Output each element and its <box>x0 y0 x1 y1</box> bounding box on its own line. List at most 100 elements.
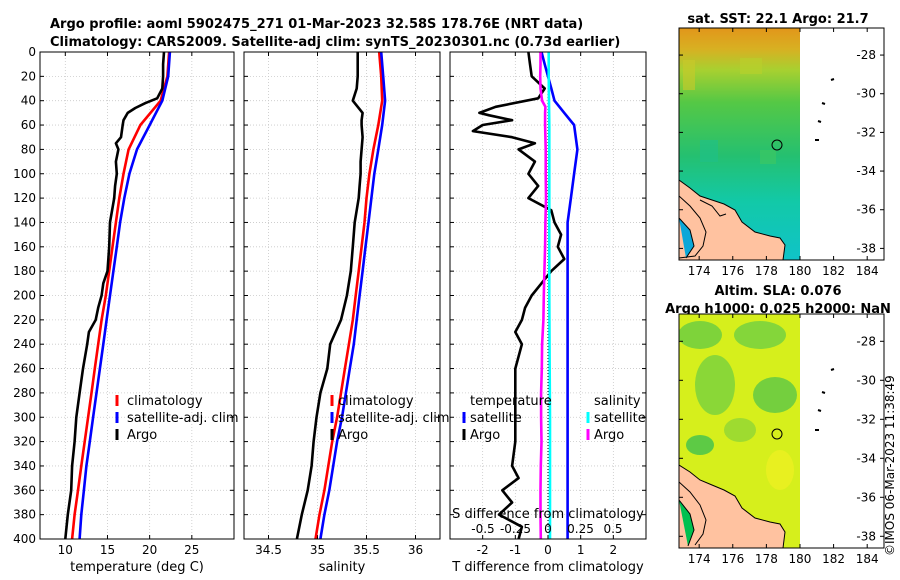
sla-lat-ticks: -28 -30 -32 -34 -36 -38 <box>679 334 884 543</box>
sla-bathymetry <box>679 499 695 547</box>
sla-lon-ticks: 174 176 178 180 182 184 <box>688 314 879 566</box>
sst-lon-tick-label: 184 <box>856 264 879 278</box>
depth-tick-label: 100 <box>13 167 36 181</box>
sla-islands <box>815 368 835 431</box>
sla-lon-tick-label: 182 <box>822 552 845 566</box>
depth-tick-label: 400 <box>13 532 36 546</box>
difference-secondary-tick-label: 0.25 <box>567 522 594 536</box>
sst-field-patch <box>740 58 762 74</box>
difference-panel: -2 -1 0 1 2 T difference from climatology S … <box>449 51 647 575</box>
sst-field <box>679 28 800 260</box>
diff-series-temperature-argo <box>471 51 566 540</box>
depth-tick-label: 40 <box>21 94 36 108</box>
diff-xtick-label: 2 <box>610 543 618 557</box>
sla-land <box>679 464 786 548</box>
sla-lat-tick-label: -28 <box>856 334 876 348</box>
diff-series-salinity-argo <box>538 52 548 540</box>
temperature-panel: 10 15 20 25 0 20 40 60 80 100 120 140 160 180 200 220 2… <box>13 45 239 575</box>
sla-lon-tick-label: 184 <box>856 552 879 566</box>
timestamp-watermark: ©IMOS 06-Mar-2023 11:38:49 <box>883 375 897 556</box>
salinity-legend: climatology satellite-adj. clim Argo <box>330 394 450 443</box>
sst-map-frame <box>678 27 885 261</box>
depth-tick-label: 380 <box>13 508 36 522</box>
sla-blob <box>753 377 797 413</box>
sla-lon-tick-label: 180 <box>789 552 812 566</box>
diff-series-salinity-satellite <box>547 52 552 539</box>
difference-lines <box>471 51 579 540</box>
depth-tick-label: 160 <box>13 240 36 254</box>
sal-xtick-label: 35.5 <box>353 543 380 557</box>
sst-land <box>679 179 786 260</box>
salinity-legend-satellite: satellite-adj. clim <box>338 411 450 426</box>
temperature-legend-climatology: climatology <box>127 394 203 409</box>
difference-legend-temperature-title: temperature <box>470 394 552 409</box>
salinity-legend-climatology: climatology <box>338 394 414 409</box>
temperature-legend-argo: Argo <box>127 428 157 443</box>
difference-secondary-tick-label: -0.5 <box>471 522 494 536</box>
figure-subtitle: Climatology: CARS2009. Satellite-adj cli… <box>50 35 620 50</box>
temp-xtick-label: 20 <box>142 543 157 557</box>
diff-xtick-label: 1 <box>577 543 585 557</box>
sal-series-argo <box>295 52 364 540</box>
difference-legend: temperature satellite Argo salinity sate… <box>462 394 646 443</box>
difference-xlabel: T difference from climatology <box>451 560 644 575</box>
temp-series-climatology <box>70 51 171 540</box>
sla-blob <box>695 355 735 415</box>
depth-tick-label: 220 <box>13 313 36 327</box>
depth-tick-label: 340 <box>13 459 36 473</box>
temp-xtick-label: 15 <box>100 543 115 557</box>
sst-field-patch <box>683 60 695 90</box>
difference-legend-sal-argo: Argo <box>594 428 624 443</box>
sst-field-patch <box>760 150 776 164</box>
sst-map-title: sat. SST: 22.1 Argo: 21.7 <box>687 12 868 27</box>
difference-xticks: -2 -1 0 1 2 <box>477 52 617 557</box>
sst-islands <box>815 78 835 141</box>
sal-xtick-label: 34.5 <box>255 543 282 557</box>
depth-tick-label: 320 <box>13 435 36 449</box>
difference-frame <box>449 51 647 540</box>
temperature-frame <box>39 51 235 540</box>
depth-tick-label: 120 <box>13 191 36 205</box>
sst-coastline <box>679 195 707 259</box>
sal-xtick-label: 36 <box>408 543 423 557</box>
depth-tick-label: 260 <box>13 362 36 376</box>
sst-lat-tick-label: -28 <box>856 48 876 62</box>
sla-lat-tick-label: -36 <box>856 490 876 504</box>
sla-lon-tick-label: 178 <box>755 552 778 566</box>
sst-lat-tick-label: -34 <box>856 164 876 178</box>
salinity-legend-argo: Argo <box>338 428 368 443</box>
sst-lon-tick-label: 182 <box>822 264 845 278</box>
depth-tick-label: 80 <box>21 142 36 156</box>
temperature-legend: climatology satellite-adj. clim Argo <box>115 394 239 443</box>
depth-tick-label: 140 <box>13 215 36 229</box>
temperature-legend-satellite: satellite-adj. clim <box>127 411 239 426</box>
depth-tick-label: 240 <box>13 337 36 351</box>
diff-xtick-label: -2 <box>477 543 489 557</box>
difference-legend-sal-satellite: satellite <box>594 411 646 426</box>
sla-map-frame <box>678 313 885 549</box>
difference-secondary-tick-label: 0 <box>544 522 552 536</box>
sla-lat-tick-label: -38 <box>856 529 876 543</box>
sla-profile-marker <box>771 428 783 440</box>
difference-secondary-tick-label: 0.5 <box>603 522 622 536</box>
depth-tick-label: 0 <box>28 45 36 59</box>
depth-tick-label: 360 <box>13 483 36 497</box>
sst-profile-marker <box>771 139 783 151</box>
sla-coastline <box>679 481 707 546</box>
sst-lat-tick-label: -32 <box>856 125 876 139</box>
sla-map: Altim. SLA: 0.076 Argo h1000: 0.025 h200… <box>665 284 891 566</box>
temp-series-argo <box>64 51 166 540</box>
difference-legend-temp-argo: Argo <box>470 428 500 443</box>
figure-title: Argo profile: aoml 5902475_271 01-Mar-20… <box>50 17 583 32</box>
temperature-lines <box>64 51 172 540</box>
sst-lon-tick-label: 178 <box>755 264 778 278</box>
sla-lat-tick-label: -32 <box>856 412 876 426</box>
temp-xtick-label: 25 <box>184 543 199 557</box>
temperature-yticks: 0 20 40 60 80 100 120 140 160 180 200 220 240 260 280 3… <box>13 45 36 546</box>
depth-tick-label: 200 <box>13 289 36 303</box>
salinity-xlabel: salinity <box>319 560 366 575</box>
sla-blob <box>766 450 794 490</box>
diff-xtick-label: -1 <box>509 543 521 557</box>
diff-xtick-label: 0 <box>544 543 552 557</box>
